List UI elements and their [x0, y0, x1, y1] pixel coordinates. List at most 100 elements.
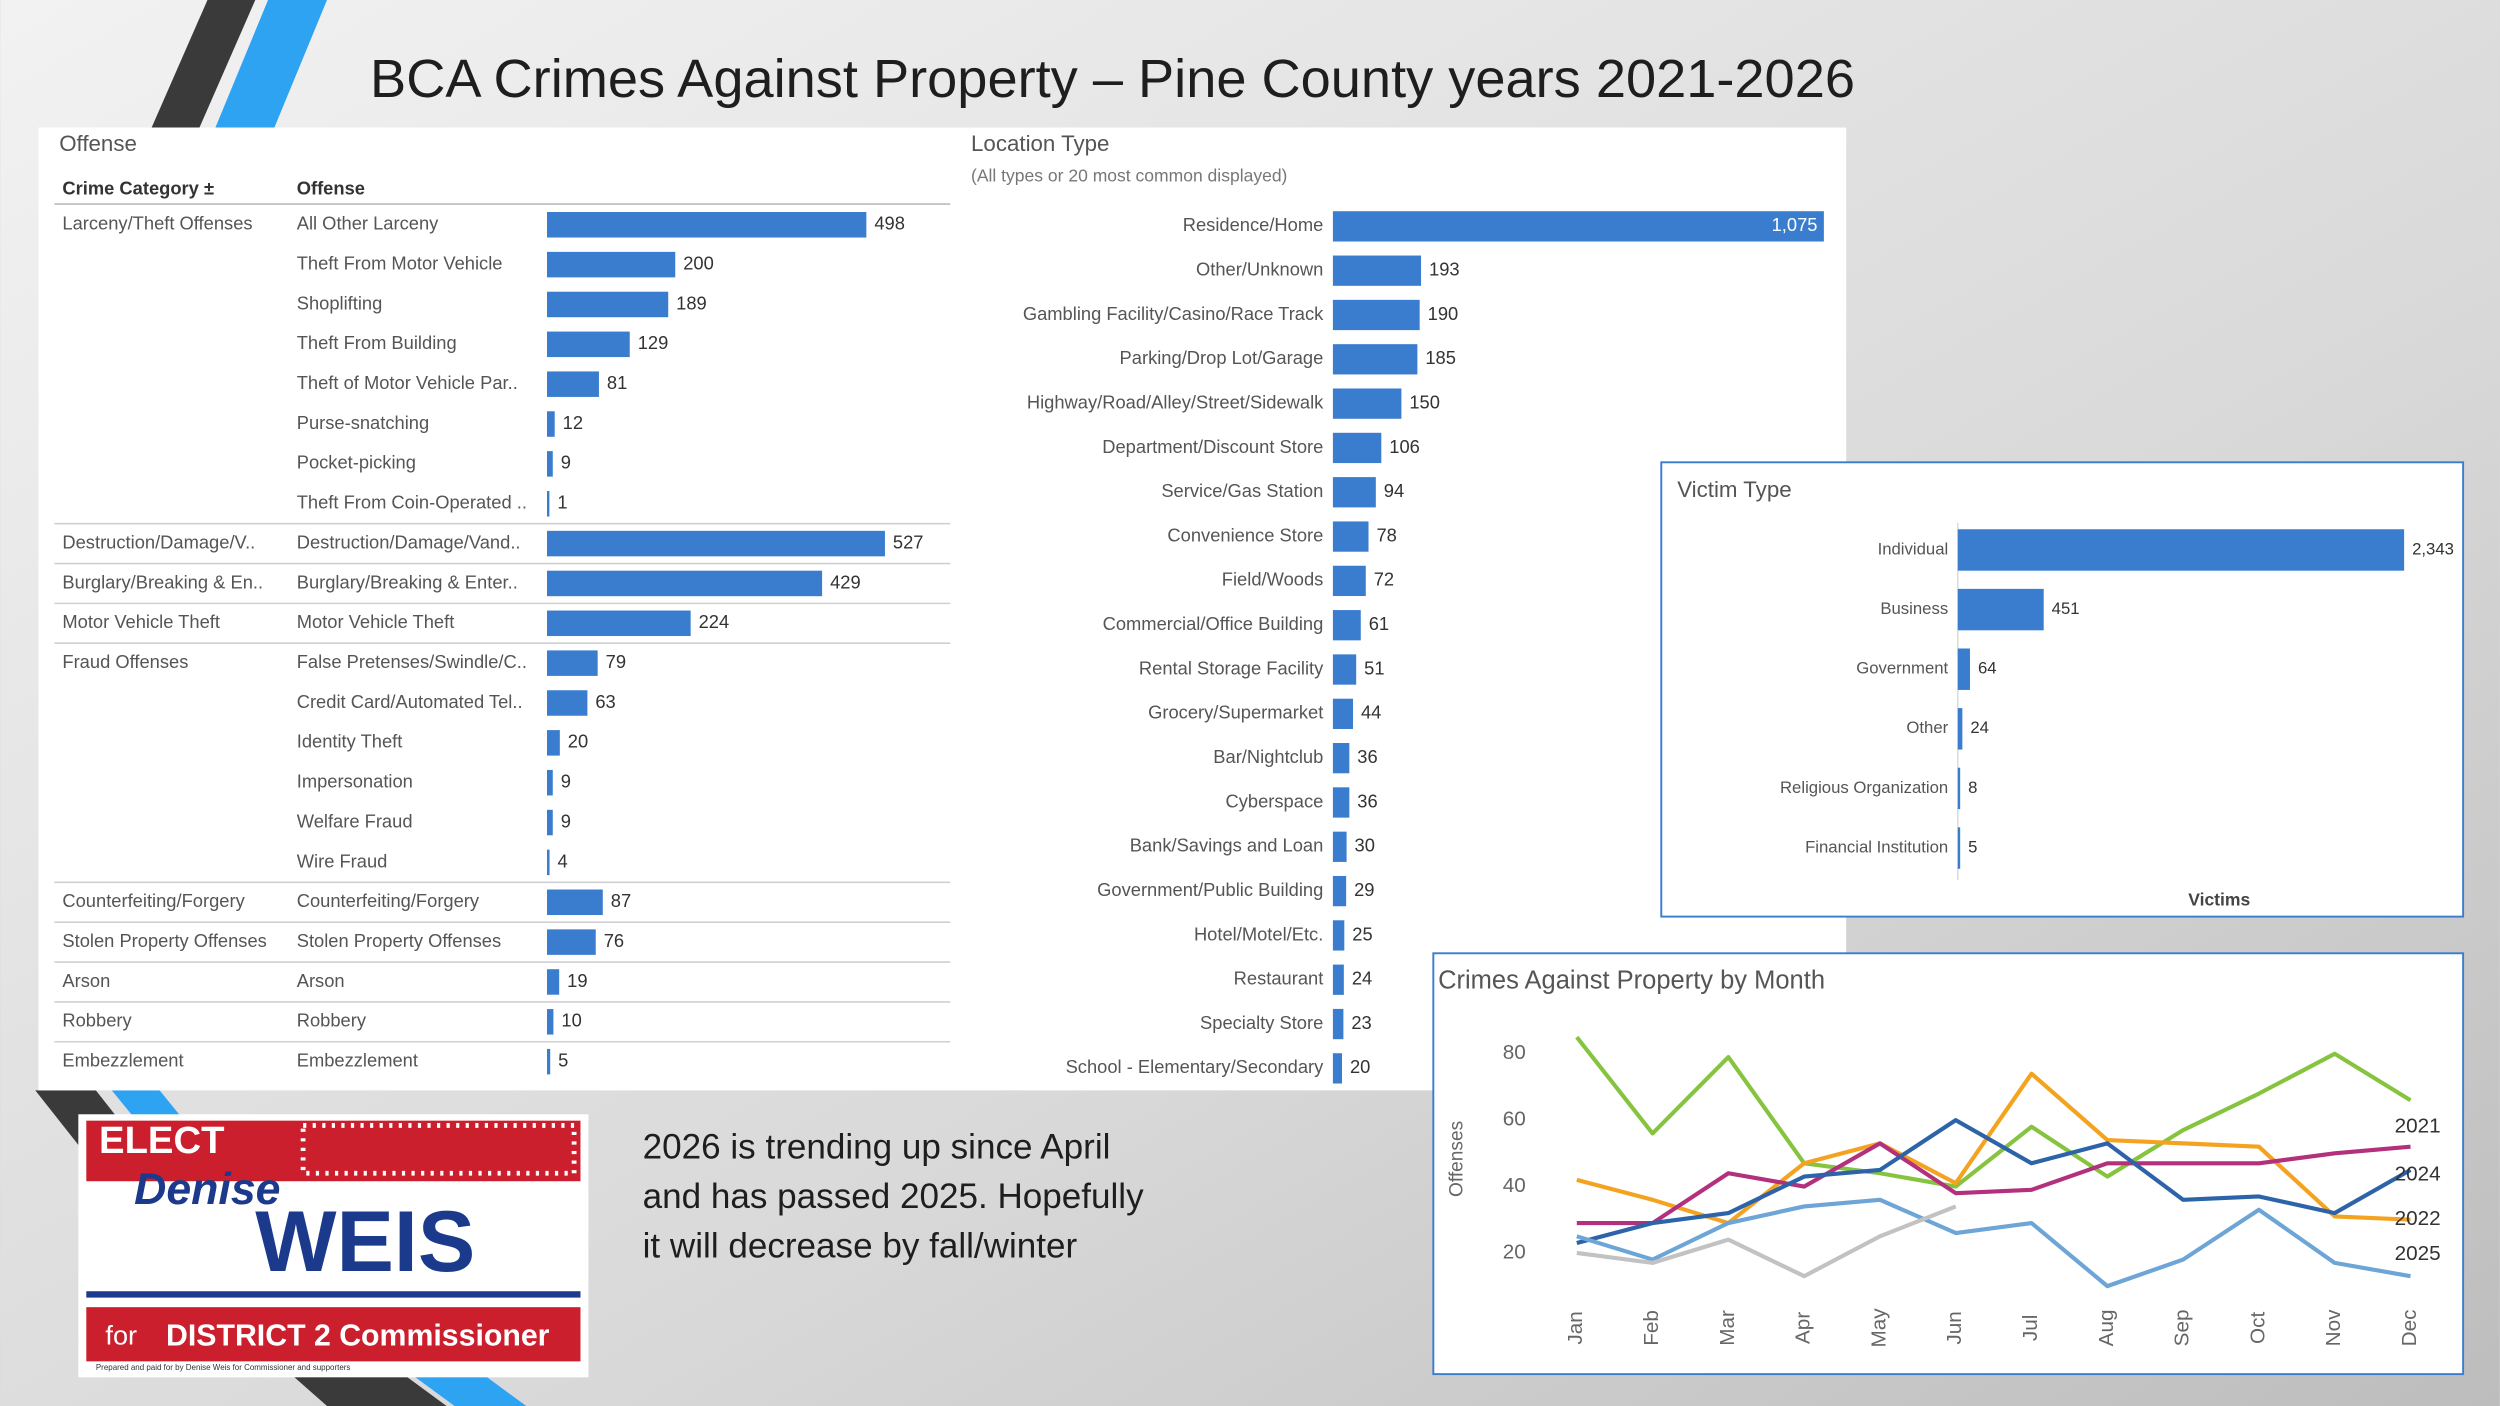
category-label: Government [1856, 659, 1948, 678]
logo-first-name: Denise [134, 1165, 280, 1214]
value-label: 429 [830, 571, 861, 592]
bar [1332, 1008, 1344, 1040]
group-label: Arson [62, 970, 110, 991]
chart-subtitle: (All types or 20 most common displayed) [971, 166, 1287, 186]
chart-title: Location Type [971, 131, 1109, 156]
category-label: Other/Unknown [1196, 259, 1323, 280]
bar [1332, 787, 1350, 818]
bar [547, 929, 596, 955]
value-label: 19 [567, 970, 587, 991]
series-label: 2024 [2395, 1162, 2441, 1185]
category-label: Burglary/Breaking & Enter.. [297, 571, 518, 592]
bar [1332, 388, 1402, 419]
x-tick-label: Jul [2019, 1315, 2042, 1342]
bar [547, 610, 691, 637]
stripe-blue [215, 0, 328, 128]
category-label: False Pretenses/Swindle/C.. [297, 651, 527, 672]
group-label: Robbery [62, 1010, 132, 1031]
bar [1957, 708, 1963, 750]
bar [547, 650, 598, 676]
category-label: Grocery/Supermarket [1148, 702, 1323, 723]
value-label: 190 [1428, 303, 1459, 324]
x-tick-label: Feb [1640, 1310, 1663, 1346]
column-header: Crime Category ± [62, 178, 214, 199]
group-label: Larceny/Theft Offenses [62, 213, 252, 234]
value-label: 24 [1970, 718, 1989, 737]
bar [547, 1009, 554, 1035]
x-tick-label: Jun [1943, 1311, 1966, 1344]
category-label: Welfare Fraud [297, 810, 413, 831]
logo-for: for [105, 1320, 137, 1351]
category-label: Financial Institution [1805, 837, 1948, 856]
category-label: Cyberspace [1226, 790, 1324, 811]
bar [1332, 920, 1345, 951]
bar [1332, 211, 1824, 242]
bar [1332, 698, 1353, 729]
category-label: Restaurant [1234, 968, 1324, 989]
category-label: Counterfeiting/Forgery [297, 890, 480, 911]
category-label: Other [1906, 718, 1948, 737]
value-label: 185 [1425, 347, 1456, 368]
x-tick-label: Oct [2246, 1312, 2269, 1344]
stripe-dark-foot [287, 1370, 447, 1406]
bar [547, 969, 560, 995]
category-label: Motor Vehicle Theft [297, 611, 455, 632]
logo-last-name: WEIS [255, 1194, 475, 1290]
value-label: 150 [1409, 391, 1440, 412]
chart-title: Offense [59, 131, 137, 156]
x-tick-label: Mar [1716, 1310, 1739, 1346]
value-label: 2,343 [2412, 539, 2454, 558]
category-label: Gambling Facility/Casino/Race Track [1023, 303, 1324, 324]
value-label: 20 [1350, 1056, 1370, 1077]
bar [547, 769, 553, 796]
category-label: Religious Organization [1780, 778, 1948, 797]
note-line: it will decrease by fall/winter [643, 1226, 1078, 1265]
category-label: Department/Discount Store [1102, 436, 1323, 457]
value-label: 224 [699, 611, 730, 632]
value-label: 24 [1352, 968, 1372, 989]
y-axis-label: Offenses [1446, 1121, 1467, 1197]
x-tick-label: Sep [2171, 1309, 2194, 1346]
chart-title: Victim Type [1677, 477, 1791, 502]
bar [1332, 654, 1357, 685]
category-label: Pocket-picking [297, 452, 416, 473]
column-header: Offense [297, 178, 365, 199]
category-label: Highway/Road/Alley/Street/Sidewalk [1027, 391, 1324, 412]
value-label: 23 [1351, 1012, 1371, 1033]
line-series [1575, 1035, 2412, 1189]
value-label: 4 [558, 850, 568, 871]
value-label: 76 [604, 930, 624, 951]
bar [1332, 432, 1382, 464]
bar [1332, 565, 1366, 597]
logo-elect: ELECT [99, 1119, 224, 1162]
logo-office: DISTRICT 2 Commissioner [166, 1319, 550, 1352]
line-series [1576, 1071, 2411, 1226]
value-label: 1 [557, 492, 567, 513]
line-series [1576, 1141, 2411, 1226]
value-label: 9 [561, 452, 571, 473]
value-label: 10 [561, 1010, 581, 1031]
category-label: Bank/Savings and Loan [1130, 835, 1324, 856]
bar [547, 1048, 551, 1075]
value-label: 12 [563, 412, 583, 433]
y-tick-label: 40 [1503, 1174, 1526, 1197]
bar [1332, 964, 1344, 995]
category-label: Hotel/Motel/Etc. [1194, 923, 1323, 944]
bar [547, 730, 560, 756]
bar [1957, 827, 1961, 869]
category-label: Specialty Store [1200, 1012, 1323, 1033]
category-label: School - Elementary/Secondary [1066, 1056, 1325, 1077]
value-label: 87 [611, 890, 631, 911]
logo: ELECT Denise WEIS for DISTRICT 2 Commiss… [78, 1114, 589, 1378]
value-label: 527 [893, 531, 924, 552]
category-label: Stolen Property Offenses [297, 930, 501, 951]
bar [547, 690, 588, 716]
value-label: 193 [1429, 259, 1460, 280]
bar [547, 849, 550, 876]
value-label: 64 [1978, 659, 1997, 678]
value-label: 5 [558, 1050, 568, 1071]
x-tick-label: Dec [2398, 1309, 2421, 1346]
category-label: Embezzlement [297, 1050, 418, 1071]
bar [1957, 529, 2405, 571]
